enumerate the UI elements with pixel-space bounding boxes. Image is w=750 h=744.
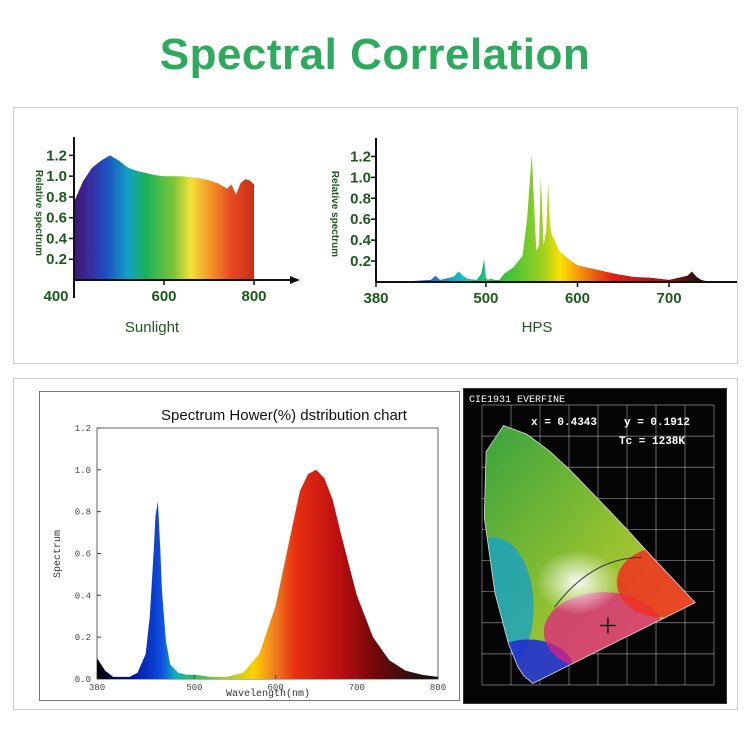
hps-x-tick-label: 380 [363, 290, 388, 307]
sunlight-x-tick-label: 600 [151, 288, 176, 305]
sunlight-y-tick-label: 1.0 [46, 168, 67, 185]
spd-y-tick-label: 1.0 [75, 466, 91, 476]
cie1931-chromaticity-chart: CIE1931 EVERFINE x = 0.4343 y = 0.1912 Tc =… [463, 388, 727, 704]
cie-chart-title: CIE1931 EVERFINE [469, 395, 565, 406]
hps-y-tick-label: 0.4 [350, 232, 372, 249]
sunlight-y-tick-label: 0.8 [46, 189, 67, 206]
hps-y-tick-label: 1.0 [350, 169, 371, 186]
spd-y-tick-label: 0.8 [75, 508, 91, 518]
spd-y-tick-label: 1.2 [75, 424, 91, 434]
cie-readout-y: y = 0.1912 [624, 417, 690, 429]
spd-y-tick-label: 0.2 [75, 633, 91, 643]
hps-chart: 0.2 0.4 0.6 0.8 1.0 1.2 380 500 600 700 Relative s… [329, 138, 737, 336]
spd-y-axis-label: Spectrum [53, 530, 64, 578]
hps-y-tick-label: 1.2 [350, 148, 371, 165]
cie-spectral-locus [483, 425, 696, 684]
hps-y-tick-label: 0.8 [350, 190, 371, 207]
hps-x-tick-label: 700 [657, 290, 682, 307]
spd-x-tick-label: 600 [268, 683, 284, 693]
spd-x-tick-label: 700 [349, 683, 365, 693]
sunlight-x-tick-label: 800 [241, 288, 266, 305]
sunlight-x-arrow [290, 276, 300, 284]
spd-x-tick-label: 800 [430, 683, 446, 693]
sunlight-chart: 0.2 0.4 0.6 0.8 1.0 1.2 400 600 800 Relative spec… [33, 137, 300, 336]
hps-y-tick-label: 0.6 [350, 211, 371, 228]
sunlight-y-axis-label: Relative spectrum [33, 170, 44, 256]
spd-y-tick-label: 0.6 [75, 550, 91, 560]
spectrum-distribution-chart: 0.0 0.2 0.4 0.6 0.8 1.0 1.2 380 500 600 700 800 Wave… [39, 391, 460, 701]
cie-readout-tc: Tc = 1238K [619, 436, 685, 448]
sunlight-spectrum-area [74, 155, 254, 280]
hps-y-axis-label: Relative spectrum [329, 171, 340, 257]
spd-chart-title: Spectrum Hower(%) dstribution chart [161, 407, 408, 424]
sunlight-y-tick-label: 1.2 [46, 147, 67, 164]
hps-x-tick-label: 600 [565, 290, 590, 307]
hps-x-tick-label: 500 [473, 290, 498, 307]
sunlight-y-tick-label: 0.2 [46, 251, 67, 268]
cie-chromaticity-svg: CIE1931 EVERFINE x = 0.4343 y = 0.1912 Tc =… [469, 395, 715, 686]
reference-spectra-svg: 0.2 0.4 0.6 0.8 1.0 1.2 400 600 800 Relative spec… [33, 137, 737, 336]
spd-y-tick-label: 0.4 [75, 591, 91, 601]
page-title: Spectral Correlation [159, 30, 591, 79]
spd-y-tick-label: 0.0 [75, 675, 91, 685]
cie-planckian-locus [554, 556, 642, 608]
spd-spectrum-area [97, 469, 438, 679]
sunlight-y-tick-label: 0.4 [46, 230, 68, 247]
sunlight-chart-title: Sunlight [125, 319, 180, 336]
spd-x-axis-label: Wavelength(nm) [226, 688, 310, 700]
spd-x-tick-label: 500 [186, 683, 202, 693]
hps-chart-title: HPS [522, 319, 553, 336]
cie-readout-x: x = 0.4343 [531, 417, 597, 429]
sunlight-y-tick-label: 0.6 [46, 210, 67, 227]
spd-x-tick-label: 380 [89, 683, 105, 693]
sunlight-x-tick-label: 400 [43, 288, 68, 305]
reference-spectra-panel: 0.2 0.4 0.6 0.8 1.0 1.2 400 600 800 Relative spec… [13, 107, 738, 364]
spectrum-distribution-svg: 0.0 0.2 0.4 0.6 0.8 1.0 1.2 380 500 600 700 800 Wave… [53, 407, 446, 700]
hps-y-tick-label: 0.2 [350, 253, 371, 270]
led-analysis-panel: 0.0 0.2 0.4 0.6 0.8 1.0 1.2 380 500 600 700 800 Wave… [13, 378, 738, 710]
hps-spectrum-area [376, 154, 724, 282]
